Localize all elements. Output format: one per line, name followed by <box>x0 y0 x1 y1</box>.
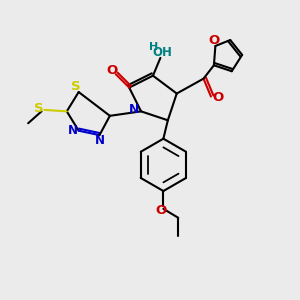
Text: S: S <box>34 102 44 115</box>
Text: S: S <box>71 80 81 93</box>
Text: H: H <box>149 43 158 52</box>
Text: O: O <box>208 34 220 46</box>
Text: O: O <box>213 92 224 104</box>
Text: O: O <box>106 64 118 77</box>
Text: O: O <box>155 204 167 217</box>
Text: OH: OH <box>153 46 173 59</box>
Text: N: N <box>95 134 105 147</box>
Text: N: N <box>129 103 140 116</box>
Text: N: N <box>68 124 78 137</box>
